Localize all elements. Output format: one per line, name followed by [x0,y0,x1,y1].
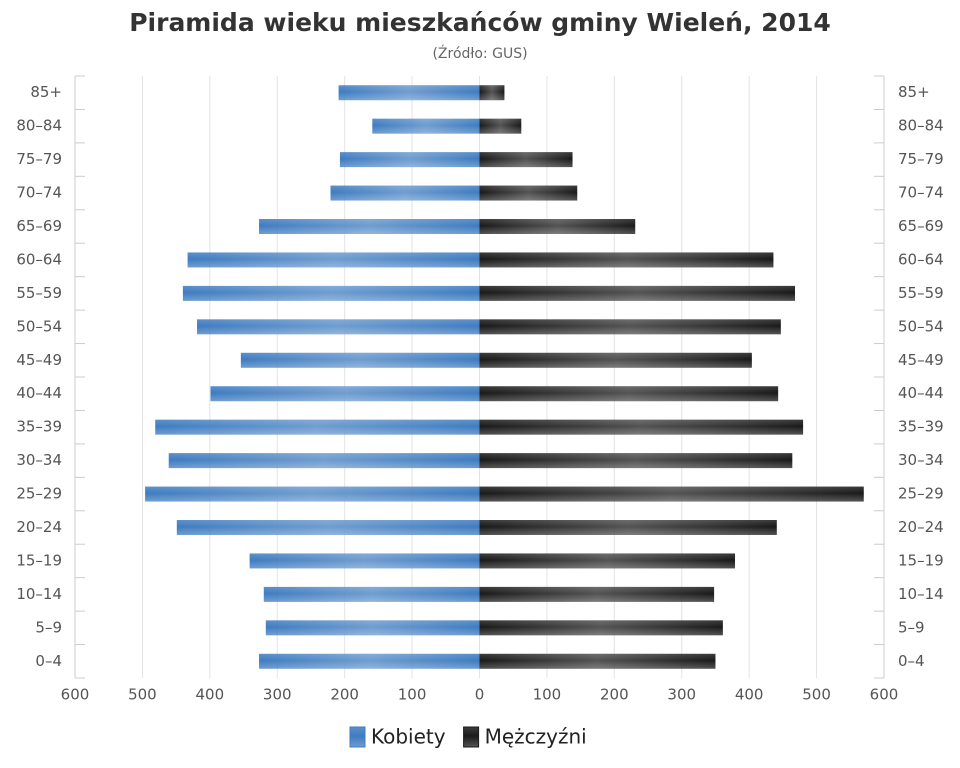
bar-sheen [479,453,793,469]
y-tick-label: 45–49 [898,351,944,369]
x-tick-label: 500 [802,686,831,704]
bar-sheen [479,620,723,636]
bar-sheen [479,553,736,569]
y-tick-label: 0–4 [898,652,925,670]
bar-sheen [240,352,480,368]
y-tick-label: 55–59 [16,284,62,302]
y-tick-label: 35–39 [898,418,944,436]
y-tick-label: 70–74 [898,184,944,202]
bar-sheen [263,586,480,602]
bar-sheen [372,118,480,134]
x-tick-label: 200 [600,686,629,704]
y-tick-label: 30–34 [16,451,62,469]
y-tick-label: 50–54 [16,317,62,335]
y-tick-label: 45–49 [16,351,62,369]
bar-sheen [168,453,480,469]
x-tick-label: 600 [870,686,899,704]
y-tick-label: 5–9 [35,618,62,636]
y-tick-label: 50–54 [898,317,944,335]
bar-sheen [259,653,480,669]
bar-sheen [479,386,779,402]
y-tick-label: 65–69 [16,217,62,235]
y-tick-label: 25–29 [898,485,944,503]
bar-sheen [479,319,781,335]
bar-sheen [479,586,715,602]
y-tick-label: 60–64 [16,250,62,268]
y-tick-label: 75–79 [898,150,944,168]
y-tick-label: 65–69 [898,217,944,235]
y-tick-label: 25–29 [16,485,62,503]
y-tick-label: 20–24 [898,518,944,536]
bar-sheen [479,653,716,669]
bar-sheen [210,386,480,402]
x-tick-label: 600 [61,686,90,704]
y-tick-label: 80–84 [16,117,62,135]
legend-label: Kobiety [371,725,446,749]
y-tick-label: 60–64 [898,250,944,268]
x-tick-label: 400 [735,686,764,704]
bar-sheen [265,620,480,636]
chart-subtitle: (Źródło: GUS) [432,44,527,62]
x-tick-label: 100 [533,686,562,704]
y-tick-label: 55–59 [898,284,944,302]
bar-sheen [479,285,796,301]
y-tick-label: 40–44 [16,384,62,402]
bar-sheen [479,185,578,201]
chart-title: Piramida wieku mieszkańców gminy Wieleń,… [129,8,831,37]
bar-sheen [155,419,480,435]
bar-sheen [249,553,480,569]
bar-sheen [479,85,505,101]
bar-sheen [479,252,774,268]
bar-sheen [197,319,480,335]
y-tick-label: 35–39 [16,418,62,436]
legend-swatch [349,726,366,748]
y-tick-label: 20–24 [16,518,62,536]
y-tick-label: 85+ [30,83,62,101]
y-tick-label: 5–9 [898,618,925,636]
bar-sheen [479,486,864,502]
bar-sheen [479,352,752,368]
bar-sheen [479,520,777,535]
y-tick-label: 70–74 [16,184,62,202]
y-tick-label: 30–34 [898,451,944,469]
bar-sheen [176,520,480,535]
y-tick-label: 75–79 [16,150,62,168]
x-tick-label: 300 [263,686,292,704]
y-tick-label: 10–14 [898,585,944,603]
legend-label: Mężczyźni [485,725,587,749]
bar-sheen [479,118,522,134]
y-tick-label: 85+ [898,83,930,101]
y-tick-label: 15–19 [16,551,62,569]
bar-sheen [479,152,573,168]
bar-sheen [338,85,480,101]
bar-sheen [479,419,804,435]
x-tick-label: 500 [128,686,157,704]
bar-sheen [339,152,480,168]
legend-swatch [463,726,480,748]
y-tick-label: 10–14 [16,585,62,603]
x-tick-label: 400 [196,686,225,704]
x-tick-label: 0 [475,686,485,704]
bar-sheen [330,185,480,201]
y-tick-label: 15–19 [898,551,944,569]
y-tick-label: 80–84 [898,117,944,135]
bar-sheen [187,252,480,268]
y-tick-label: 40–44 [898,384,944,402]
bar-sheen [182,285,480,301]
bar-sheen [145,486,480,502]
x-tick-label: 200 [330,686,359,704]
x-tick-label: 100 [398,686,427,704]
y-tick-label: 0–4 [35,652,62,670]
bar-sheen [479,219,636,234]
bar-sheen [259,219,480,234]
x-tick-label: 300 [667,686,696,704]
